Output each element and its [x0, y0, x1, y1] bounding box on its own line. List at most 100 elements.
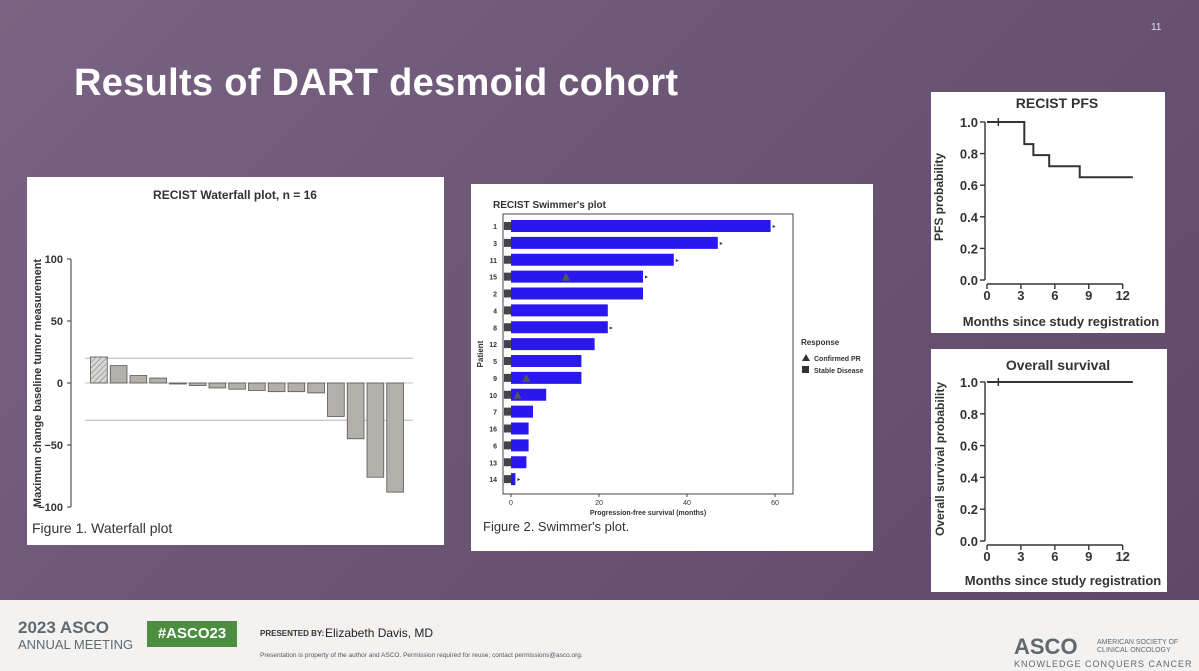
legend-sd-label: Stable Disease [814, 368, 864, 375]
swimmer-chart: RECIST Swimmer's plot Patient 1 ▸ 3 ▸ 11 ▸ 15 ▸ 2 4… [476, 200, 864, 517]
swimmer-patient-label: 13 [489, 460, 497, 467]
pfs-title: RECIST PFS [1016, 95, 1098, 111]
swimmer-xtick-label: 0 [509, 500, 513, 507]
pfs-xtick-label: 6 [1051, 288, 1058, 303]
waterfall-ytick-label: 50 [51, 316, 63, 328]
os-ytick-label: 1.0 [960, 375, 978, 390]
waterfall-panel: RECIST Waterfall plot, n = 16 Maximum cha… [27, 177, 444, 545]
pfs-xtick-label: 9 [1085, 288, 1092, 303]
stable-disease-marker [504, 272, 511, 281]
stable-disease-marker [504, 289, 511, 298]
pfs-xtick-label: 0 [983, 288, 990, 303]
waterfall-bar [248, 382, 266, 391]
ongoing-arrow: ▸ [720, 241, 723, 247]
asco-meeting-logo: 2023 ASCO [18, 618, 110, 637]
waterfall-bar [149, 377, 167, 384]
hashtag-badge: #ASCO23 [147, 621, 237, 647]
os-ytick-label: 0.6 [960, 439, 978, 454]
os-xtick-label: 0 [983, 549, 990, 564]
figure1-caption-prefix: Figure 1. [32, 520, 88, 536]
swimmer-plot-frame [502, 213, 794, 495]
asco-tagline: KNOWLEDGE CONQUERS CANCER [1014, 659, 1193, 669]
ongoing-arrow: ▸ [517, 477, 520, 483]
ongoing-arrow: ▸ [773, 224, 776, 230]
waterfall-bar [228, 382, 246, 390]
waterfall-bar [287, 382, 306, 393]
swimmer-bar [511, 304, 608, 317]
slide-title: Results of DART desmoid cohort [74, 62, 679, 104]
swimmer-panel: RECIST Swimmer's plot Patient 1 ▸ 3 ▸ 11 ▸ 15 ▸ 2 4… [471, 184, 873, 551]
swimmer-bar [511, 422, 529, 435]
swimmer-bar [511, 456, 527, 469]
swimmer-patient-label: 16 [489, 427, 497, 434]
pfs-xlabel: Months since study registration [963, 314, 1160, 329]
stable-disease-marker [504, 424, 511, 433]
os-xtick-label: 6 [1051, 549, 1058, 564]
annual-meeting-label: ANNUAL MEETING [18, 637, 134, 652]
waterfall-bar [129, 375, 148, 384]
swimmer-bar [511, 253, 674, 266]
swimmer-bar [511, 270, 643, 283]
confirmed-pr-marker [513, 390, 522, 399]
presented-by-label: PRESENTED BY: [260, 629, 325, 638]
waterfall-ylabel: Maximum change baseline tumor measuremen… [32, 259, 44, 508]
swimmer-patient-label: 14 [489, 477, 497, 484]
swimmer-xtick-label: 40 [683, 500, 691, 507]
waterfall-bar [109, 365, 128, 384]
swimmer-ylabel: Patient [476, 340, 485, 367]
waterfall-bar [386, 382, 404, 493]
waterfall-bar [208, 382, 227, 389]
os-xtick-label: 3 [1017, 549, 1024, 564]
os-ytick-label: 0.4 [960, 470, 979, 485]
asco-org-name: AMERICAN SOCIETY OF CLINICAL ONCOLOGY [1097, 639, 1178, 655]
stable-disease-marker [504, 475, 511, 484]
figure2-caption: Figure 2. Swimmer's plot. [483, 519, 630, 534]
legend-title: Response [801, 338, 840, 347]
os-ytick-label: 0.0 [960, 534, 978, 549]
pfs-ytick-label: 0.0 [960, 273, 978, 288]
swimmer-bar [511, 220, 771, 232]
os-ylabel: Overall survival probability [933, 382, 947, 536]
stable-disease-marker [504, 306, 511, 315]
confirmed-pr-marker [562, 272, 570, 281]
swimmer-bar [511, 439, 529, 452]
swimmer-patient-label: 12 [489, 342, 497, 349]
legend-sd-icon [802, 366, 809, 373]
os-xlabel: Months since study registration [965, 573, 1162, 588]
pfs-ytick-label: 0.8 [960, 147, 978, 162]
os-xtick-label: 9 [1085, 549, 1092, 564]
os-panel: Overall survival Overall survival probabi… [931, 349, 1167, 592]
org-name-line1: AMERICAN SOCIETY OF [1097, 639, 1179, 646]
pfs-ylabel: PFS probability [932, 153, 946, 241]
waterfall-ytick-label: −50 [44, 440, 63, 452]
asco-logo: ASCO [1014, 634, 1078, 659]
swimmer-patient-label: 8 [493, 325, 497, 332]
swimmer-title: RECIST Swimmer's plot [493, 200, 607, 211]
os-ytick-label: 0.2 [960, 502, 978, 517]
swimmer-bar [511, 371, 582, 384]
confirmed-pr-marker [522, 373, 531, 382]
waterfall-chart: RECIST Waterfall plot, n = 16 Maximum cha… [32, 188, 413, 514]
pfs-panel: RECIST PFS PFS probability 1.0 0.8 0.6 0.4 0.2… [931, 92, 1165, 333]
ongoing-arrow: ▸ [676, 258, 679, 264]
legend-pr-icon [802, 354, 810, 361]
ongoing-arrow: ▸ [610, 325, 613, 331]
swimmer-bar [511, 355, 582, 367]
swimmer-bar [511, 473, 516, 486]
pfs-ytick-label: 1.0 [960, 115, 978, 130]
waterfall-bar [346, 382, 365, 440]
swimmer-bar [511, 338, 595, 351]
waterfall-bar [307, 382, 325, 394]
os-ytick-label: 0.8 [960, 407, 978, 422]
swimmer-bar [511, 287, 643, 300]
pfs-ytick-label: 0.2 [960, 241, 978, 256]
pfs-curve [987, 121, 1133, 179]
swimmer-xtick-label: 20 [595, 500, 603, 507]
stable-disease-marker [504, 390, 511, 399]
stable-disease-marker [504, 323, 511, 332]
swimmer-patient-label: 11 [490, 258, 498, 265]
swimmer-patient-label: 6 [493, 443, 497, 450]
figure1-caption-text: Waterfall plot [91, 520, 173, 536]
waterfall-bar [90, 356, 108, 384]
stable-disease-marker [504, 340, 511, 349]
